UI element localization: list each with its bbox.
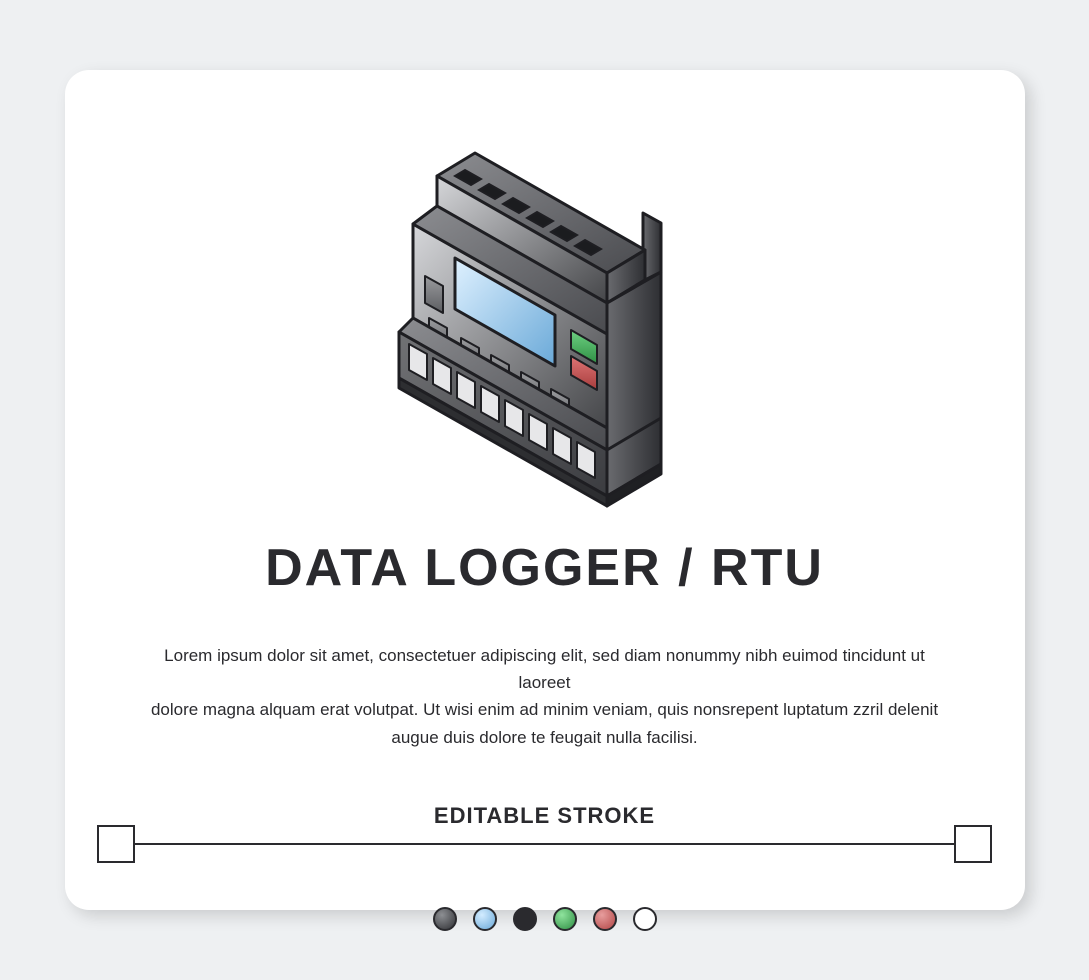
swatch-blue-gradient — [473, 907, 497, 931]
swatch-red-gradient — [593, 907, 617, 931]
handle-left-icon — [97, 825, 135, 863]
editable-stroke-indicator — [97, 825, 992, 863]
body-line-2: dolore magna alquam erat volutpat. Ut wi… — [151, 700, 938, 746]
handle-connector — [135, 843, 954, 845]
swatch-gray-gradient — [433, 907, 457, 931]
info-card: DATA LOGGER / RTU Lorem ipsum dolor sit … — [65, 70, 1025, 910]
handle-right-icon — [954, 825, 992, 863]
swatch-white — [633, 907, 657, 931]
card-body: Lorem ipsum dolor sit amet, consectetuer… — [145, 642, 945, 751]
body-line-1: Lorem ipsum dolor sit amet, consectetuer… — [164, 646, 925, 692]
card-title: DATA LOGGER / RTU — [265, 538, 824, 598]
illustration-container — [85, 98, 1005, 518]
swatch-solid-dark — [513, 907, 537, 931]
swatch-green-gradient — [553, 907, 577, 931]
color-swatch-row — [433, 907, 657, 931]
data-logger-icon — [345, 98, 745, 518]
